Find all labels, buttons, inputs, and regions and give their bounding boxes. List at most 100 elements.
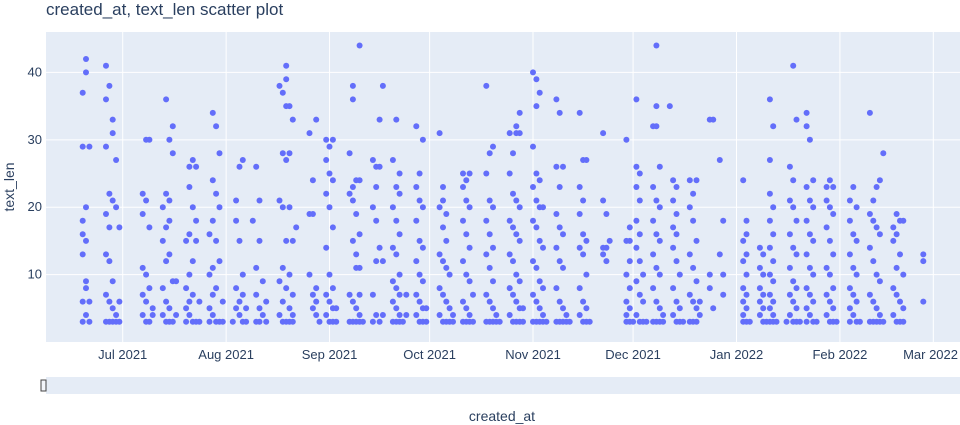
scatter-point	[206, 271, 213, 278]
scatter-point	[466, 318, 473, 325]
scatter-point	[870, 298, 877, 305]
scatter-point	[716, 157, 723, 163]
scatter-point	[369, 318, 376, 325]
scatter-point	[560, 264, 566, 271]
scatter-point	[876, 177, 883, 184]
x-tick-label: Sep 2021	[302, 347, 358, 362]
scatter-point	[79, 143, 86, 150]
scatter-point	[740, 318, 747, 325]
scatter-point	[636, 291, 643, 298]
scatter-point	[506, 170, 513, 177]
scatter-point	[189, 258, 196, 265]
scatter-point	[826, 237, 833, 244]
scatter-point	[316, 318, 323, 325]
scatter-point	[353, 211, 360, 217]
scatter-point	[673, 184, 680, 190]
scatter-point	[640, 271, 647, 278]
scatter-point	[653, 42, 660, 49]
scatter-point	[139, 190, 146, 197]
scatter-point	[790, 204, 797, 211]
scatter-point	[323, 291, 330, 298]
scatter-point	[256, 318, 263, 325]
scatter-point	[323, 244, 330, 251]
scatter-point	[793, 251, 800, 258]
scatter-point	[873, 305, 880, 312]
scatter-point	[413, 184, 420, 190]
scatter-point	[483, 170, 490, 177]
scatter-point	[229, 318, 236, 325]
scatter-point	[760, 291, 767, 298]
scatter-point	[463, 271, 470, 278]
scatter-point	[650, 217, 657, 224]
scatter-point	[289, 237, 296, 244]
scatter-point	[143, 197, 150, 204]
scatter-point	[483, 251, 490, 258]
scatter-point	[756, 244, 763, 251]
scatter-point	[756, 264, 763, 271]
scatter-point	[900, 318, 907, 325]
scatter-point	[553, 163, 560, 170]
range-slider-left-handle[interactable]	[40, 379, 47, 392]
scatter-point	[536, 278, 543, 285]
scatter-point	[690, 190, 697, 197]
scatter-point	[189, 157, 196, 163]
scatter-point	[440, 224, 446, 231]
scatter-point	[356, 177, 363, 184]
scatter-point	[580, 231, 587, 238]
plot-area[interactable]	[46, 32, 960, 342]
scatter-point	[109, 130, 116, 137]
scatter-point	[233, 197, 240, 204]
scatter-point	[653, 264, 660, 271]
scatter-point	[556, 184, 563, 190]
scatter-point	[636, 197, 643, 204]
scatter-point	[516, 109, 523, 116]
scatter-point	[466, 244, 473, 251]
scatter-point	[786, 264, 793, 271]
scatter-point	[209, 217, 216, 224]
scatter-point	[486, 298, 493, 305]
scatter-point	[373, 184, 380, 190]
scatter-point	[580, 197, 587, 204]
scatter-point	[770, 312, 777, 318]
scatter-point	[893, 211, 900, 217]
scatter-point	[159, 204, 166, 211]
scatter-point	[490, 278, 496, 285]
x-tick-label: Oct 2021	[403, 347, 456, 362]
scatter-point	[113, 312, 120, 318]
scatter-point	[256, 305, 263, 312]
range-slider[interactable]	[40, 377, 960, 394]
scatter-point	[623, 271, 630, 278]
scatter-point	[803, 285, 810, 292]
scatter-point	[389, 278, 396, 285]
scatter-point	[209, 312, 216, 318]
x-tick-label: Jul 2021	[98, 347, 147, 362]
scatter-point	[740, 312, 747, 318]
scatter-point	[540, 285, 546, 292]
scatter-point	[897, 298, 903, 305]
scatter-point	[576, 285, 583, 292]
scatter-point	[86, 318, 93, 325]
scatter-point	[103, 291, 109, 298]
scatter-point	[443, 211, 450, 217]
scatter-point	[540, 204, 546, 211]
range-slider-track[interactable]	[46, 377, 960, 394]
scatter-point	[253, 264, 260, 271]
scatter-point	[850, 264, 857, 271]
scatter-point	[796, 318, 803, 325]
scatter-point	[163, 190, 170, 197]
scatter-point	[606, 237, 613, 244]
y-axis-title: text_len	[1, 162, 17, 211]
scatter-point	[623, 312, 630, 318]
scatter-point	[106, 190, 113, 197]
scatter-point	[173, 312, 180, 318]
scatter-point	[873, 184, 880, 190]
scatter-point	[306, 271, 313, 278]
scatter-point	[113, 204, 120, 211]
scatter-point	[83, 69, 89, 76]
scatter-point	[419, 136, 426, 143]
scatter-point	[540, 312, 546, 318]
scatter-point	[79, 251, 86, 258]
scatter-point	[163, 96, 170, 103]
scatter-point	[680, 318, 687, 325]
